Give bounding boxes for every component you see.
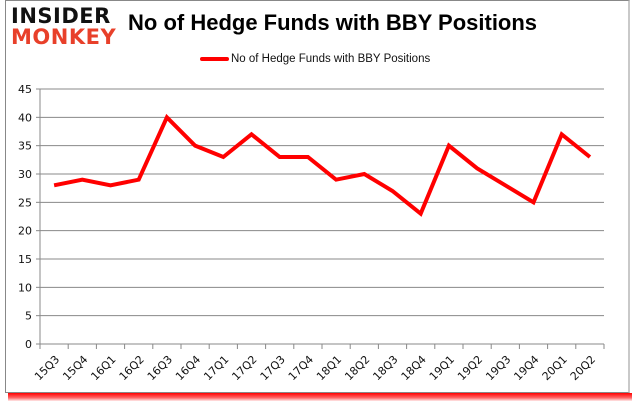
x-tick-label: 20Q2	[568, 353, 598, 383]
x-tick-label: 19Q4	[511, 353, 541, 383]
logo-line2: MONKEY	[11, 25, 117, 49]
chart-legend: No of Hedge Funds with BBY Positions	[200, 53, 430, 65]
legend-label: No of Hedge Funds with BBY Positions	[231, 53, 431, 65]
x-tick-label: 19Q3	[483, 353, 513, 383]
x-tick-label: 18Q3	[370, 353, 400, 383]
x-tick-label: 16Q1	[88, 353, 118, 383]
y-tick-label: 15	[18, 253, 32, 266]
y-tick-label: 30	[18, 168, 32, 181]
x-tick-label: 19Q2	[455, 353, 485, 383]
x-tick-label: 16Q4	[173, 353, 203, 383]
frame-bottom-shadow	[8, 393, 632, 401]
x-tick-label: 20Q1	[540, 353, 570, 383]
x-tick-label: 18Q4	[399, 353, 429, 383]
x-tick-label: 15Q4	[60, 353, 90, 383]
y-tick-label: 35	[18, 140, 32, 153]
x-tick-label: 17Q4	[286, 353, 316, 383]
legend-line-icon	[200, 57, 229, 61]
x-tick-label: 15Q3	[32, 353, 62, 383]
insider-monkey-logo: INSIDER MONKEY	[11, 4, 119, 49]
series-line	[53, 113, 592, 217]
y-tick-label: 5	[25, 310, 32, 323]
chart-title: No of Hedge Funds with BBY Positions	[128, 10, 538, 35]
y-tick-label: 40	[18, 111, 32, 124]
x-tick-label: 17Q2	[229, 353, 259, 383]
x-tick-label: 18Q1	[314, 353, 344, 383]
x-tick-label: 18Q2	[342, 353, 372, 383]
x-tick-label: 16Q2	[117, 353, 147, 383]
logo-line1: INSIDER	[11, 4, 111, 28]
y-tick-label: 0	[25, 338, 32, 351]
y-tick-label: 45	[18, 83, 32, 96]
x-tick-label: 16Q3	[145, 353, 175, 383]
y-tick-label: 20	[18, 225, 32, 238]
x-tick-label: 17Q1	[201, 353, 231, 383]
y-tick-label: 10	[18, 281, 32, 294]
y-tick-label: 25	[18, 196, 32, 209]
x-tick-label: 19Q1	[427, 353, 457, 383]
x-tick-label: 17Q3	[258, 353, 288, 383]
